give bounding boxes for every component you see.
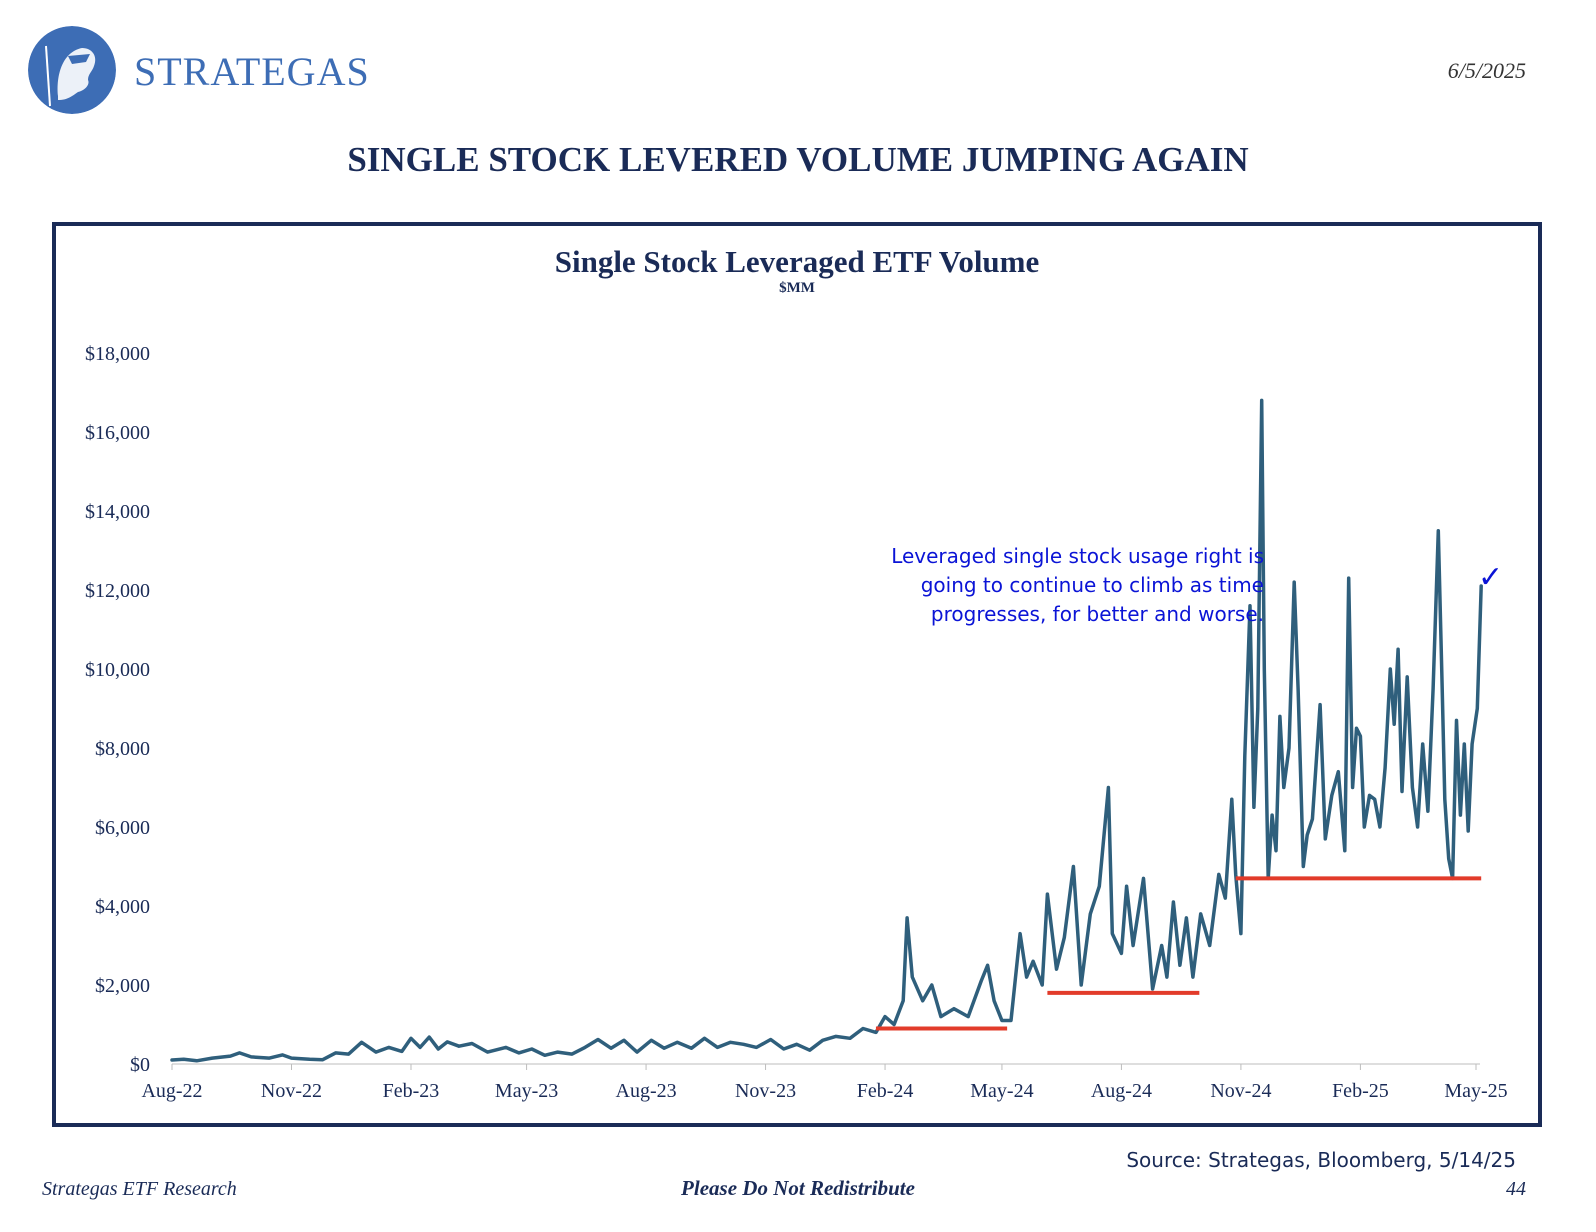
y-tick-label: $2,000 (95, 975, 150, 997)
report-date: 6/5/2025 (1447, 58, 1526, 83)
x-tick-label: Aug-24 (1091, 1080, 1152, 1102)
x-tick-label: Nov-22 (261, 1080, 322, 1102)
chart-title: Single Stock Leveraged ETF Volume (554, 244, 1040, 279)
y-tick-label: $18,000 (85, 343, 150, 365)
chart-frame: Single Stock Leveraged ETF Volume $MM $0… (52, 222, 1542, 1127)
x-tick-label: May-25 (1444, 1080, 1507, 1102)
y-tick-label: $16,000 (85, 422, 150, 444)
footer-research-label: Strategas ETF Research (42, 1178, 237, 1200)
x-tick-label: Aug-23 (616, 1080, 677, 1102)
volume-series-line (170, 398, 1483, 1063)
x-tick-label: Nov-23 (735, 1080, 796, 1102)
x-tick-label: May-24 (970, 1080, 1033, 1102)
strategas-logo (28, 26, 116, 114)
chart-annotation: Leveraged single stock usage right is go… (808, 542, 1264, 629)
x-tick-label: Aug-22 (141, 1080, 202, 1102)
y-tick-label: $14,000 (85, 501, 150, 523)
y-tick-label: $12,000 (85, 580, 150, 602)
page-title: SINGLE STOCK LEVERED VOLUME JUMPING AGAI… (347, 140, 1249, 179)
annotation-line: progresses, for better and worse. (930, 602, 1264, 626)
x-tick-label: Feb-24 (857, 1080, 914, 1102)
x-tick-label: Feb-23 (383, 1080, 440, 1102)
y-tick-label: $8,000 (95, 738, 150, 760)
y-tick-label: $10,000 (85, 659, 150, 681)
volume-line-chart: $0 $2,000 $4,000 $6,000 $8,000 $10,000 $12,000… (85, 343, 1508, 1102)
brand-name: STRATEGAS (134, 49, 370, 94)
source-note: Source: Strategas, Bloomberg, 5/14/25 (1126, 1148, 1516, 1172)
x-tick-label: Feb-25 (1332, 1080, 1389, 1102)
checkmark-icon: ✓ (1478, 561, 1504, 594)
chart-subtitle: $MM (779, 280, 815, 296)
y-tick-label: $0 (130, 1054, 150, 1076)
page-number: 44 (1506, 1178, 1526, 1200)
footer-disclaimer: Please Do Not Redistribute (681, 1176, 915, 1200)
y-tick-label: $6,000 (95, 817, 150, 839)
x-tick-label: Nov-24 (1210, 1080, 1271, 1102)
annotation-line: Leveraged single stock usage right is (891, 544, 1264, 568)
x-tick-label: May-23 (495, 1080, 558, 1102)
y-tick-label: $4,000 (95, 896, 150, 918)
annotation-line: going to continue to climb as time (920, 573, 1264, 597)
